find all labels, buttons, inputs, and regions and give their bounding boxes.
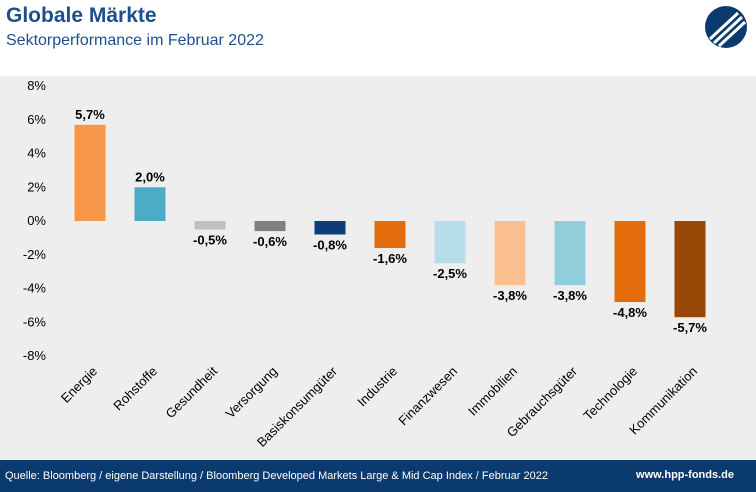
data-label: 5,7% xyxy=(75,107,105,122)
data-label: -1,6% xyxy=(373,251,407,266)
bar xyxy=(434,221,466,264)
data-label: 2,0% xyxy=(135,169,165,184)
bar xyxy=(614,221,646,302)
bar xyxy=(374,221,406,248)
y-tick-label: 8% xyxy=(27,78,46,93)
category-label: Versorgung xyxy=(222,364,280,422)
category-label: Technologie xyxy=(580,364,640,424)
data-label: -4,8% xyxy=(613,305,647,320)
source-note: Quelle: Bloomberg / eigene Darstellung /… xyxy=(5,470,548,482)
data-label: -0,6% xyxy=(253,234,287,249)
y-tick-label: -8% xyxy=(23,348,47,363)
bar xyxy=(554,221,586,286)
bar xyxy=(194,221,226,230)
category-label: Finanzwesen xyxy=(395,364,460,429)
y-tick-label: 0% xyxy=(27,213,46,228)
bar xyxy=(314,221,346,235)
data-label: -5,7% xyxy=(673,320,707,335)
y-tick-label: -4% xyxy=(23,281,47,296)
category-label: Gesundheit xyxy=(162,363,220,421)
bar xyxy=(134,187,166,221)
bar xyxy=(674,221,706,318)
data-label: -3,8% xyxy=(493,288,527,303)
data-label: -2,5% xyxy=(433,266,467,281)
y-tick-label: 6% xyxy=(27,112,46,127)
y-tick-label: -2% xyxy=(23,247,47,262)
hpp-logo-icon xyxy=(705,6,747,48)
bar xyxy=(254,221,286,232)
category-label: Rohstoffe xyxy=(110,364,160,414)
data-label: -3,8% xyxy=(553,288,587,303)
category-label: Immobilien xyxy=(465,364,520,419)
bar xyxy=(494,221,526,286)
data-label: -0,5% xyxy=(193,232,227,247)
bar xyxy=(74,124,106,221)
page-subtitle: Sektorperformance im Februar 2022 xyxy=(6,32,264,49)
category-label: Energie xyxy=(58,364,100,406)
y-tick-label: -6% xyxy=(23,314,47,329)
website-link[interactable]: www.hpp-fonds.de xyxy=(636,469,734,481)
y-tick-label: 2% xyxy=(27,179,46,194)
y-tick-label: 4% xyxy=(27,146,46,161)
data-label: -0,8% xyxy=(313,238,347,253)
sector-bar-chart: 8% 6% 4% 2% 0% -2% -4% -6% -8% 5,7% Energie 2,0% Roh… xyxy=(23,78,708,450)
page-title: Globale Märkte xyxy=(6,4,157,27)
category-label: Industrie xyxy=(354,364,400,410)
